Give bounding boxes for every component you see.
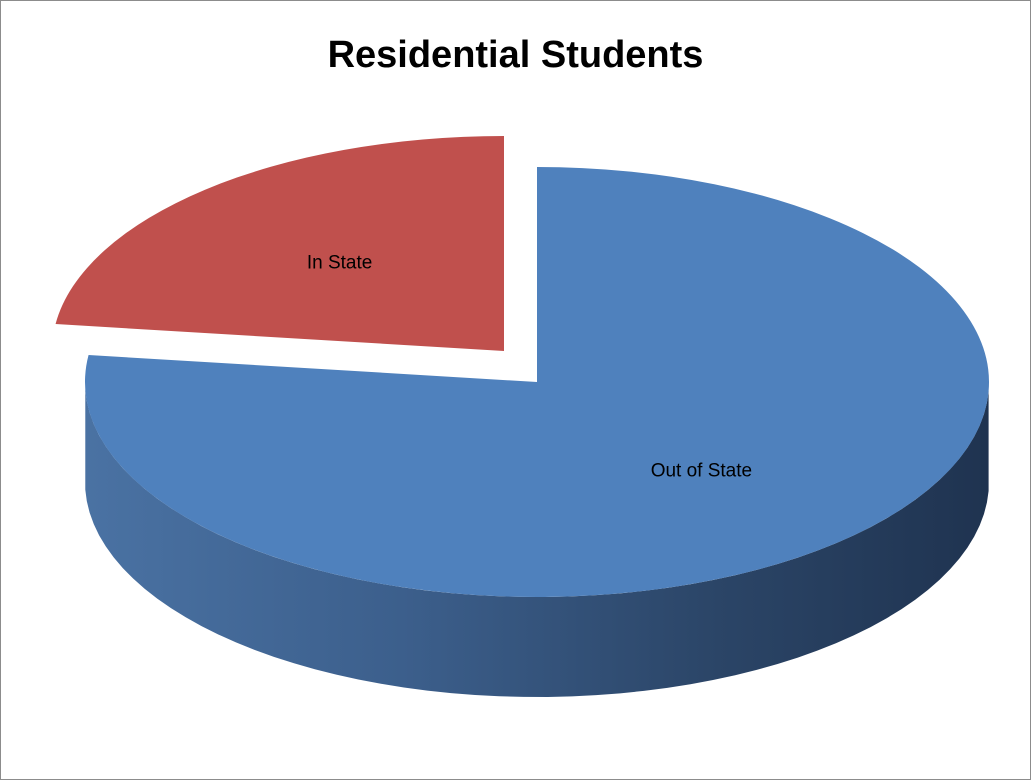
chart-title: Residential Students [327,34,704,76]
pie-slice-in-state [55,136,505,351]
pie-slice-top-in-state [55,136,505,351]
pie-slice-out-of-state [85,167,990,697]
pie-slice-top-out-of-state [85,167,990,598]
data-label-in-state: In State [307,252,373,273]
data-label-out-of-state: Out of State [651,461,752,482]
pie-slice-side-out-of-state [85,389,989,697]
